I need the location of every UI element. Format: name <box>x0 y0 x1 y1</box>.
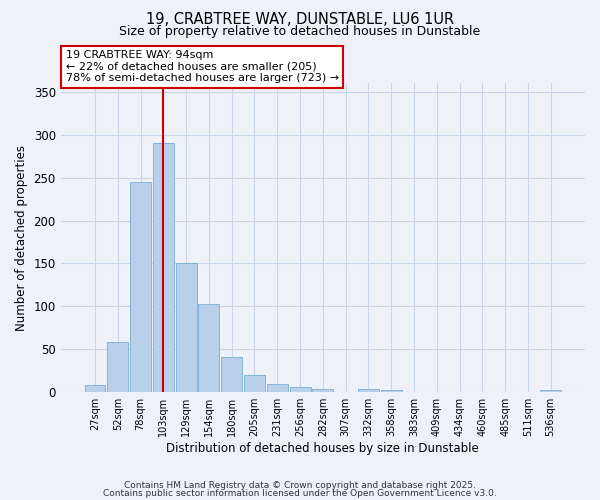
Bar <box>199 304 220 392</box>
Bar <box>130 182 151 392</box>
Bar <box>244 375 265 392</box>
Bar <box>153 144 174 392</box>
Text: 19 CRABTREE WAY: 94sqm
← 22% of detached houses are smaller (205)
78% of semi-de: 19 CRABTREE WAY: 94sqm ← 22% of detached… <box>66 50 339 83</box>
Bar <box>313 389 334 392</box>
Text: Contains HM Land Registry data © Crown copyright and database right 2025.: Contains HM Land Registry data © Crown c… <box>124 481 476 490</box>
Bar <box>358 389 379 392</box>
Bar <box>290 387 311 392</box>
Y-axis label: Number of detached properties: Number of detached properties <box>15 144 28 330</box>
Bar <box>540 390 561 392</box>
Text: 19, CRABTREE WAY, DUNSTABLE, LU6 1UR: 19, CRABTREE WAY, DUNSTABLE, LU6 1UR <box>146 12 454 28</box>
Bar <box>267 384 288 392</box>
Bar <box>381 390 401 392</box>
Bar <box>85 386 106 392</box>
X-axis label: Distribution of detached houses by size in Dunstable: Distribution of detached houses by size … <box>166 442 479 455</box>
Text: Contains public sector information licensed under the Open Government Licence v3: Contains public sector information licen… <box>103 490 497 498</box>
Bar <box>176 264 197 392</box>
Bar <box>107 342 128 392</box>
Text: Size of property relative to detached houses in Dunstable: Size of property relative to detached ho… <box>119 25 481 38</box>
Bar <box>221 357 242 392</box>
